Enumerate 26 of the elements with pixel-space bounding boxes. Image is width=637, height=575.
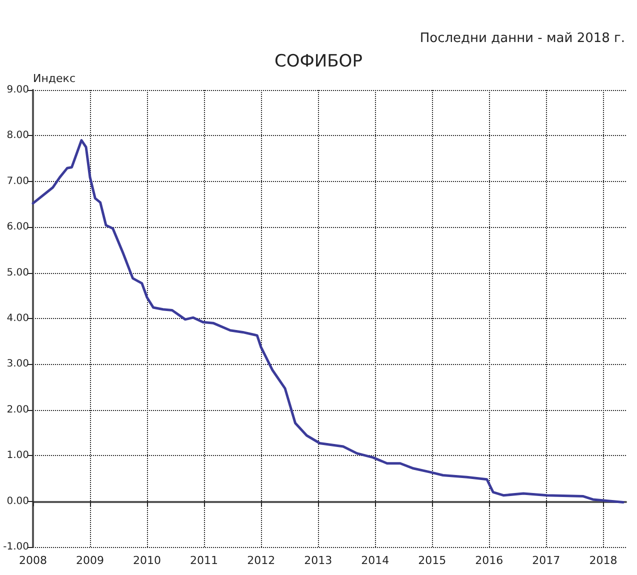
y-tick-label: 1.00 xyxy=(6,450,29,462)
y-tick-label: 0.00 xyxy=(6,496,29,507)
x-tick-label: 2008 xyxy=(19,554,47,567)
x-tick-label: 2018 xyxy=(589,554,618,567)
y-tick-label: 4.00 xyxy=(6,313,29,324)
text: Последни данни - май 2018 г. xyxy=(420,31,626,46)
chart-title: СОФИБОР xyxy=(274,52,362,72)
line-series xyxy=(32,139,624,504)
x-tick-label: 2014 xyxy=(361,554,390,567)
y-tick-label: 9.00 xyxy=(6,84,29,96)
x-tick-label: 2010 xyxy=(133,554,162,567)
x-tick-label: 2009 xyxy=(76,554,104,567)
y-tick-label: 6.00 xyxy=(6,222,29,233)
x-tick-label: 2017 xyxy=(532,554,560,567)
x-tick-label: 2011 xyxy=(190,554,218,567)
y-tick-label: 3.00 xyxy=(6,358,29,370)
x-tick-label: 2016 xyxy=(475,554,504,567)
y-tick-label: 2.00 xyxy=(6,404,29,416)
y-axis-title: Индекс xyxy=(33,72,76,85)
y-tick-label: 5.00 xyxy=(6,267,29,278)
y-tick-label: -1.00 xyxy=(3,542,29,552)
x-tick-label: 2012 xyxy=(247,554,276,567)
y-tick-label: 7.00 xyxy=(6,176,29,187)
y-tick-label: 8.00 xyxy=(6,130,29,142)
x-tick-label: 2015 xyxy=(418,554,446,567)
x-tick-label: 2013 xyxy=(304,554,332,567)
